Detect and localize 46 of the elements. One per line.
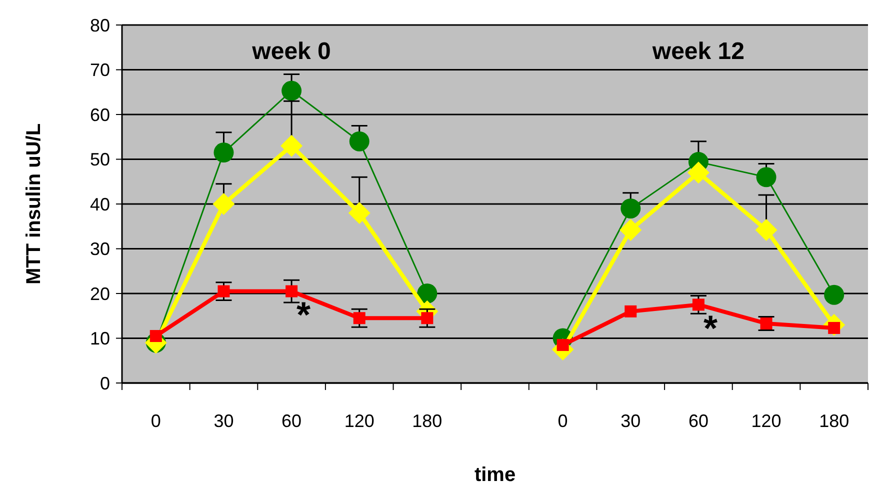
point [212,193,235,215]
annotation: * [703,307,718,348]
point [282,80,302,101]
point [218,285,230,298]
point [687,162,710,184]
point [214,142,234,163]
point [150,330,162,342]
x-tick-label: 0 [558,411,568,431]
y-tick-label: 30 [90,239,110,260]
y-tick-label: 20 [90,284,110,304]
y-tick-label: 50 [90,150,110,170]
y-tick-label: 10 [90,328,110,349]
x-tick-label: 180 [819,411,850,431]
point [421,312,434,324]
point [624,305,637,318]
point [353,312,366,324]
point [824,284,844,305]
x-tick-label: 60 [282,411,302,431]
point [349,131,370,152]
x-tick-label: 30 [620,411,641,431]
y-tick-label: 80 [90,15,110,36]
annotation: week 12 [651,38,744,65]
y-tick-label: 40 [90,194,110,214]
annotation: * [296,294,311,335]
x-tick-label: 180 [412,411,442,431]
point [755,218,778,241]
x-tick-label: 120 [344,411,374,431]
x-tick-label: 30 [214,411,234,431]
y-tick-label: 60 [90,104,110,125]
y-tick-label: 70 [90,60,110,80]
point [417,284,438,304]
point [620,218,642,241]
point [620,198,641,218]
annotation: week 0 [251,38,331,65]
x-axis-title: time [474,464,516,486]
x-tick-label: 60 [688,411,708,431]
x-tick-label: 0 [150,411,161,431]
point [280,134,303,157]
y-axis-title: MTT insulin uU/L [23,123,45,285]
y-tick-label: 0 [100,373,110,394]
x-tick-label: 120 [751,411,782,431]
point [286,285,298,298]
point [348,202,370,224]
point [760,317,772,330]
point [692,298,704,311]
point [756,167,776,188]
